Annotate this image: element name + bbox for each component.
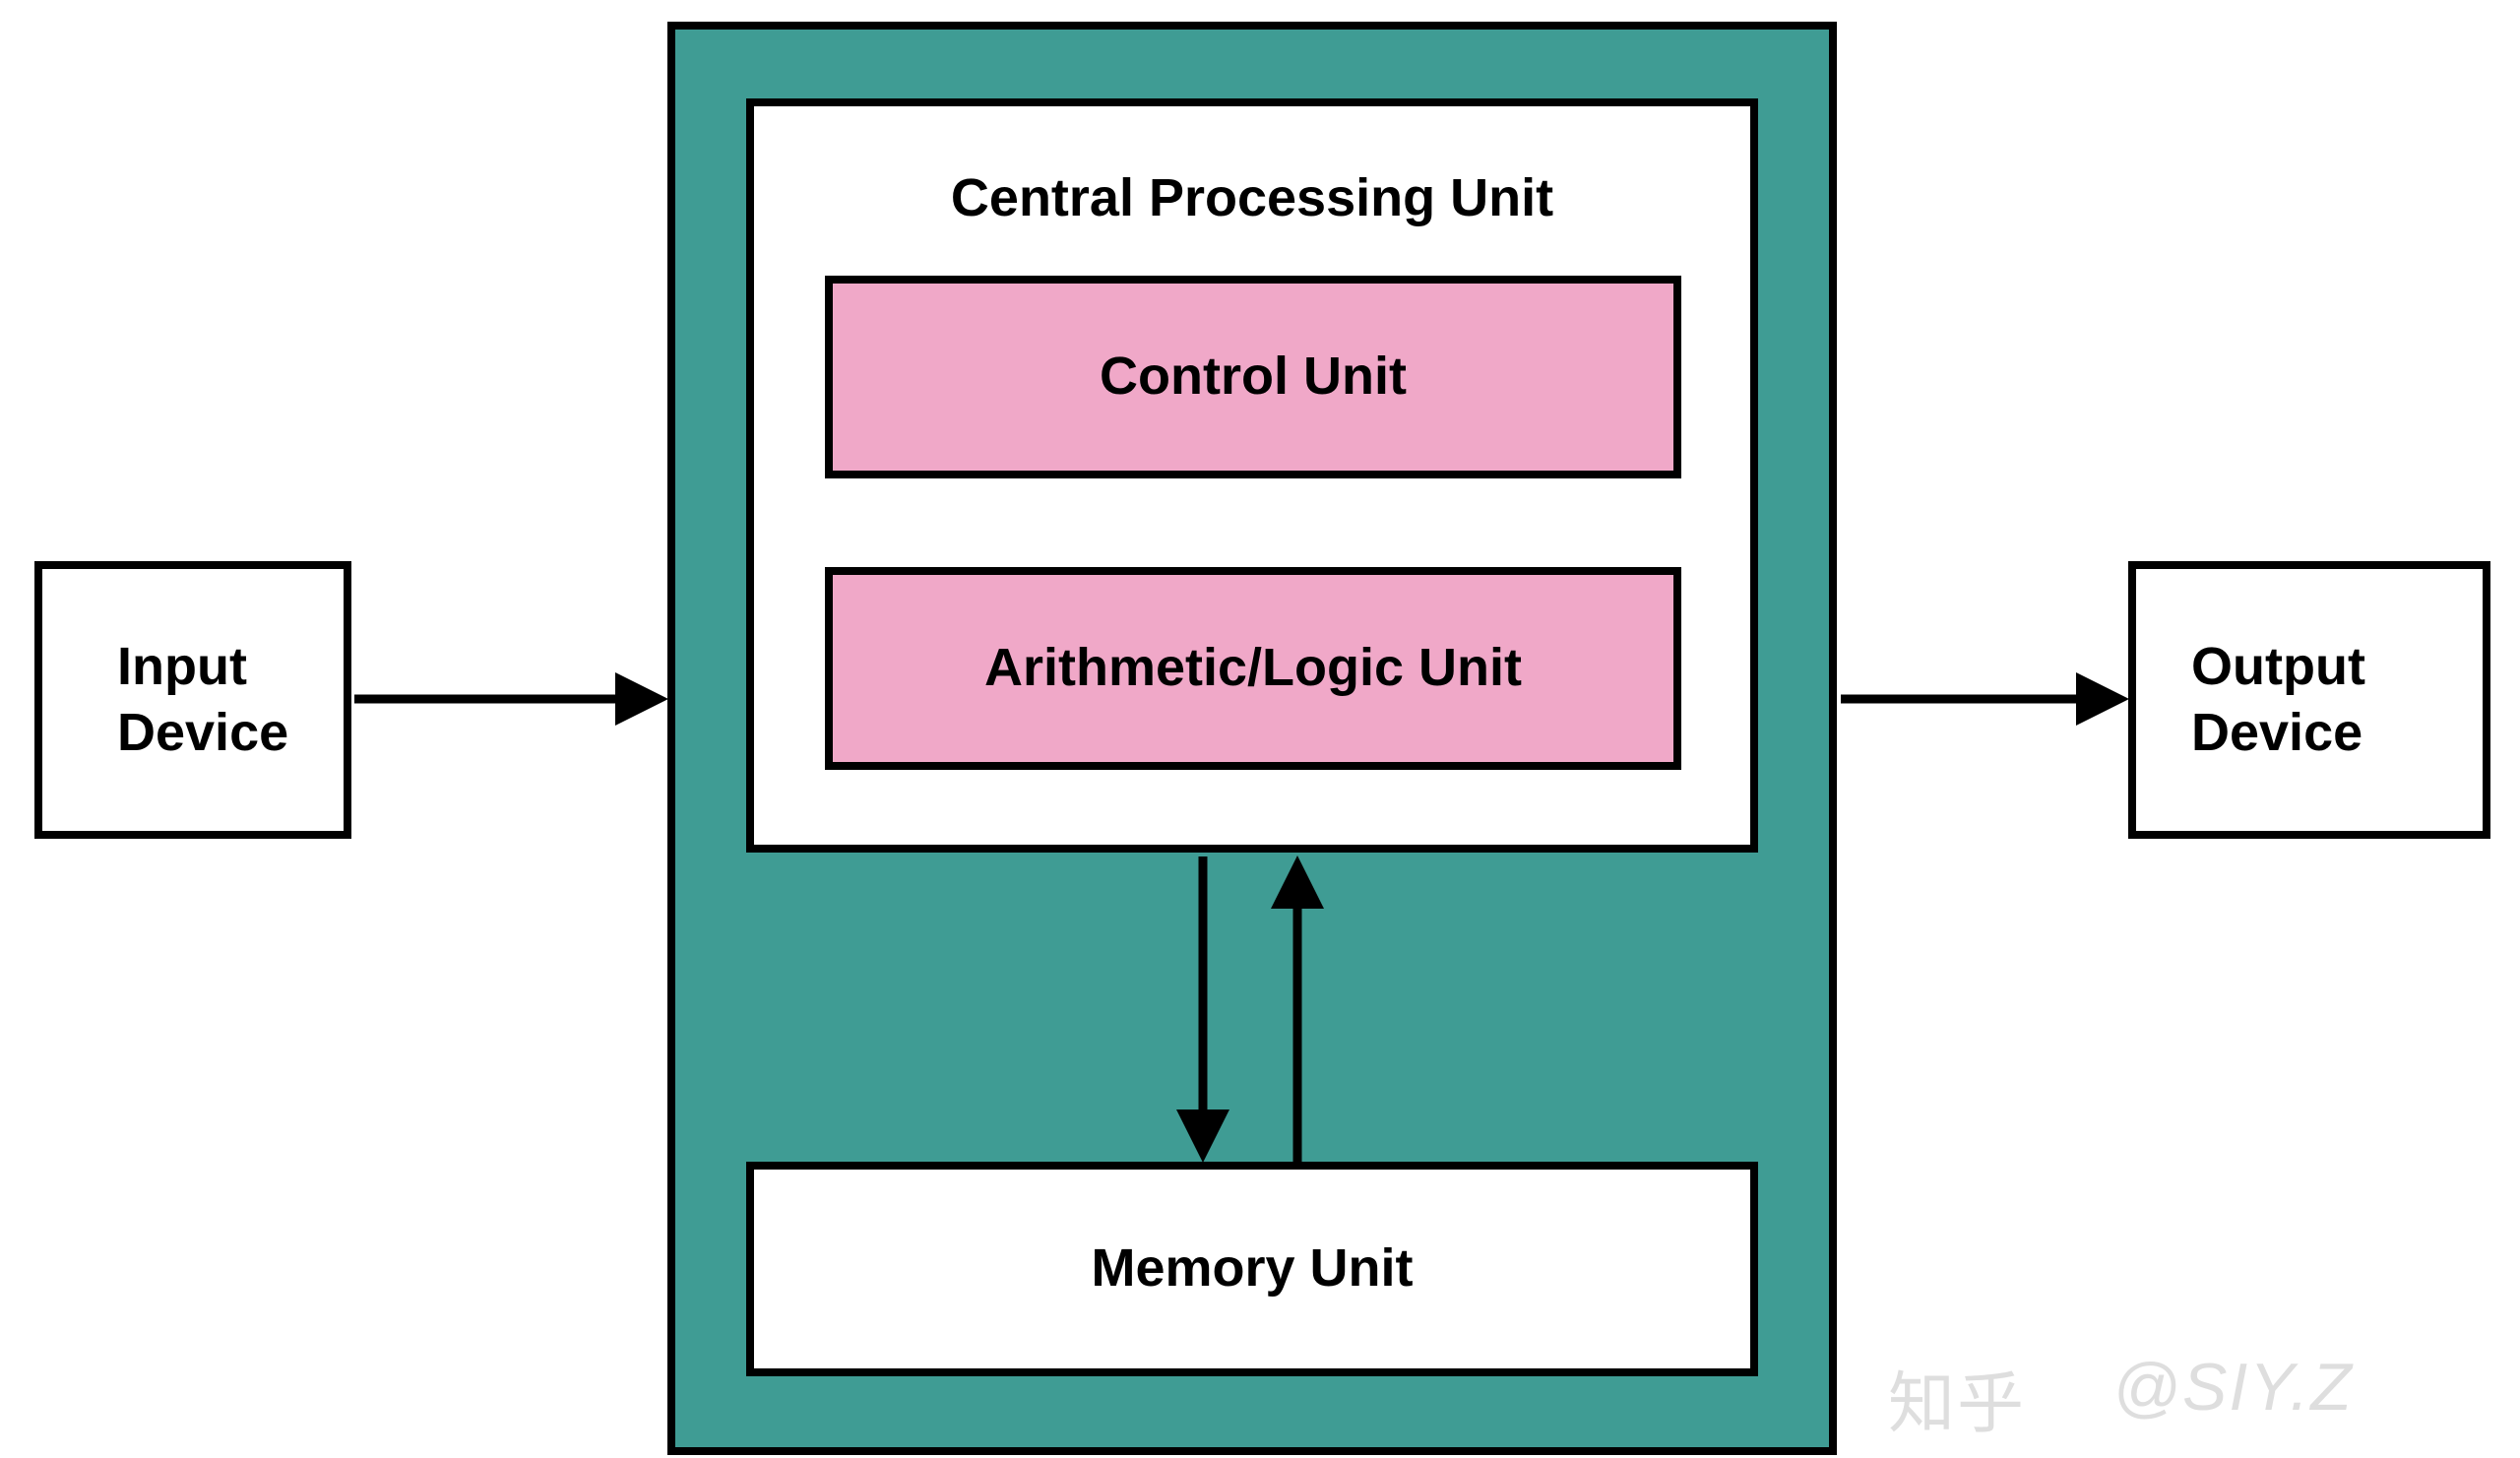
alu-label: Arithmetic/Logic Unit [984, 635, 1522, 702]
memory-unit-box: Memory Unit [746, 1162, 1758, 1376]
output-device-box: Output Device [2128, 561, 2490, 839]
alu-box: Arithmetic/Logic Unit [825, 567, 1681, 770]
input-device-box: Input Device [34, 561, 351, 839]
output-device-label: Output Device [2191, 634, 2365, 767]
memory-unit-label: Memory Unit [1091, 1236, 1413, 1302]
control-unit-box: Control Unit [825, 276, 1681, 478]
watermark-right: @SIY.Z [2112, 1349, 2354, 1426]
input-device-label: Input Device [117, 634, 288, 767]
cpu-title: Central Processing Unit [754, 165, 1750, 232]
control-unit-label: Control Unit [1100, 344, 1407, 411]
watermark-left: 知乎 [1888, 1349, 2026, 1446]
